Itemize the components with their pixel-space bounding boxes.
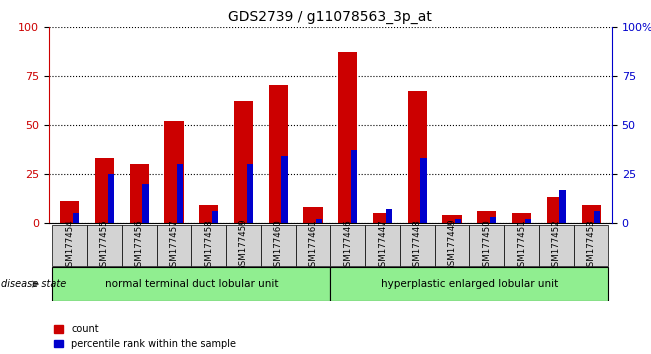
Bar (87, 225, 122, 266)
Text: hyperplastic enlarged lobular unit: hyperplastic enlarged lobular unit (381, 279, 558, 289)
Bar (130, 164, 149, 223)
Bar (594, 211, 600, 223)
Bar (191, 225, 226, 266)
Text: GSM177459: GSM177459 (239, 219, 248, 272)
Text: GSM177450: GSM177450 (482, 219, 492, 272)
Text: GSM177461: GSM177461 (309, 219, 318, 272)
Text: GSM177446: GSM177446 (343, 219, 352, 272)
Bar (157, 225, 191, 266)
Bar (177, 164, 184, 223)
Bar (234, 101, 253, 223)
Text: disease state: disease state (1, 279, 66, 289)
Bar (421, 158, 426, 223)
Bar (316, 219, 322, 223)
Bar (400, 225, 435, 266)
Bar (547, 198, 566, 223)
Bar (60, 201, 79, 223)
Bar (52, 267, 330, 301)
Bar (469, 225, 504, 266)
Bar (281, 156, 288, 223)
Text: GSM177454: GSM177454 (65, 219, 74, 272)
Text: GSM177457: GSM177457 (169, 219, 178, 272)
Bar (296, 225, 330, 266)
Text: GSM177448: GSM177448 (413, 219, 422, 272)
Text: normal terminal duct lobular unit: normal terminal duct lobular unit (105, 279, 278, 289)
Text: GSM177451: GSM177451 (517, 219, 526, 272)
Bar (512, 213, 531, 223)
Title: GDS2739 / g11078563_3p_at: GDS2739 / g11078563_3p_at (229, 10, 432, 24)
Text: GSM177455: GSM177455 (100, 219, 109, 272)
Bar (373, 213, 392, 223)
Bar (559, 190, 566, 223)
Bar (539, 225, 574, 266)
Bar (574, 225, 609, 266)
Text: GSM177447: GSM177447 (378, 219, 387, 272)
Bar (73, 213, 79, 223)
Bar (435, 225, 469, 266)
Bar (408, 91, 427, 223)
Text: GSM177452: GSM177452 (552, 219, 561, 272)
Bar (330, 225, 365, 266)
Bar (107, 174, 114, 223)
Bar (330, 267, 609, 301)
Text: GSM177458: GSM177458 (204, 219, 214, 272)
Bar (455, 219, 462, 223)
Bar (581, 205, 601, 223)
Bar (365, 225, 400, 266)
Legend: count, percentile rank within the sample: count, percentile rank within the sample (53, 324, 236, 349)
Bar (165, 121, 184, 223)
Text: GSM177449: GSM177449 (447, 219, 456, 272)
Bar (351, 150, 357, 223)
Bar (385, 209, 392, 223)
Bar (122, 225, 157, 266)
Bar (247, 164, 253, 223)
Bar (525, 219, 531, 223)
Bar (443, 215, 462, 223)
Bar (52, 225, 87, 266)
Bar (212, 211, 218, 223)
Text: GSM177453: GSM177453 (587, 219, 596, 272)
Bar (490, 217, 496, 223)
Bar (269, 85, 288, 223)
Bar (199, 205, 218, 223)
Bar (261, 225, 296, 266)
Bar (504, 225, 539, 266)
Bar (143, 184, 148, 223)
Bar (339, 52, 357, 223)
Bar (477, 211, 496, 223)
Bar (95, 158, 114, 223)
Text: GSM177456: GSM177456 (135, 219, 144, 272)
Text: GSM177460: GSM177460 (273, 219, 283, 272)
Bar (303, 207, 322, 223)
Bar (226, 225, 261, 266)
